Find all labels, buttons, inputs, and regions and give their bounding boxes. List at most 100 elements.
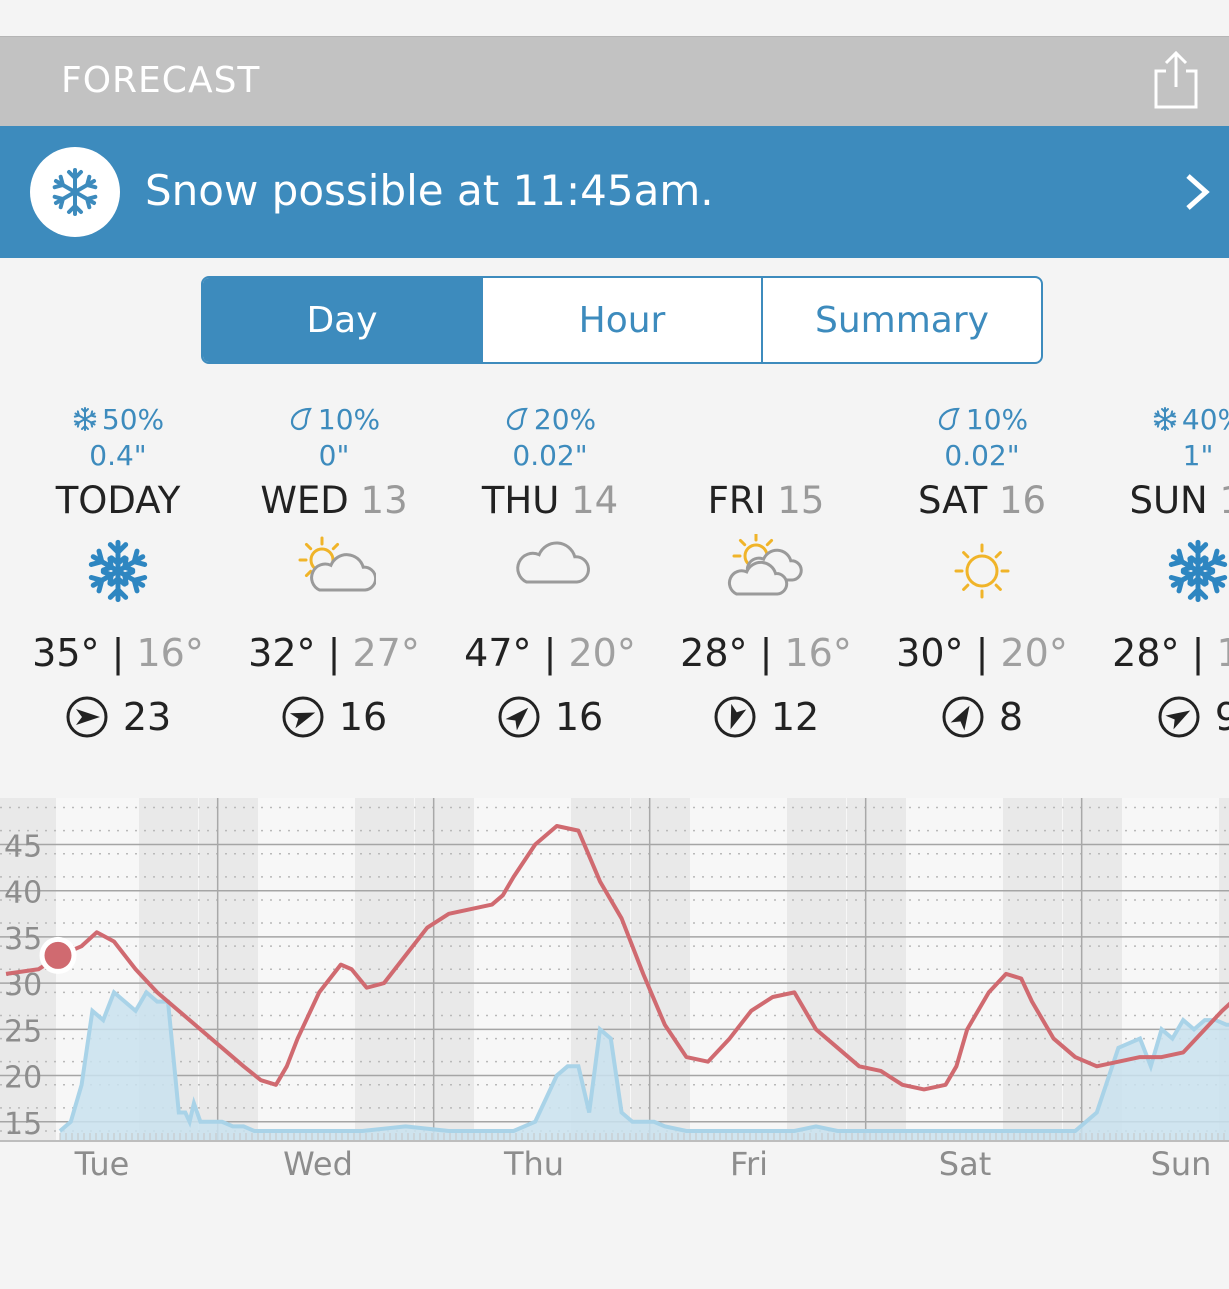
temperature-range: 32° | 27° [248,631,420,675]
tab-day[interactable]: Day [203,278,483,362]
alert-icon-circle [30,147,120,237]
precip-chance: 40% [1090,400,1229,438]
precip-amount [658,438,874,474]
wind-speed: 16 [338,695,388,739]
day-number: 16 [987,479,1047,522]
y-tick-label: 25 [4,1014,42,1049]
tab-hour[interactable]: Hour [483,278,763,362]
day-label: SAT [917,479,988,522]
day-number: 13 [348,479,408,522]
temp-high: 28° [1112,631,1180,675]
day-name: THU 14 [442,474,658,528]
temperature-range: 28° | 16° [680,631,852,675]
temp-high: 35° [32,631,100,675]
partly-cloudy-icon [292,534,376,608]
wind-direction-icon [1157,695,1201,739]
page-title: FORECAST [61,60,261,101]
y-tick-label: 45 [4,829,42,864]
precip-percent: 40% [1181,402,1229,436]
precip-chance [658,400,874,438]
day-column[interactable]: 40%1"SUN 1728° | 16°9 [1090,400,1229,742]
precip-amount: 1" [1182,439,1214,472]
wind-speed: 12 [770,695,820,739]
precip-percent: 50% [101,402,165,436]
temperature-line [5,824,1229,1092]
day-label: FRI [707,479,766,522]
wind: 8 [874,692,1090,742]
temp-low: 16° [1216,631,1229,675]
temp-high: 47° [464,631,532,675]
wind-direction-icon [65,695,109,739]
precip-percent: 20% [533,402,597,436]
precip-line [58,989,1229,1133]
temp-low: 27° [352,631,420,675]
x-day-label: Sun [1151,1145,1212,1183]
temp-low: 16° [784,631,852,675]
wind: 12 [658,692,874,742]
wind-direction-icon [281,695,325,739]
alert-banner[interactable]: Snow possible at 11:45am. [0,126,1229,258]
precip-amount: 0" [318,439,350,472]
day-number: 17 [1208,479,1229,522]
sunny-icon [940,534,1024,608]
temp-low: 20° [1000,631,1068,675]
snow-icon [1156,534,1229,608]
day-column[interactable]: 50% 0.4" TODAY 35° | 16° 23 [10,400,226,742]
snow-icon [76,534,160,608]
temp-low: 20° [568,631,636,675]
wind-direction-icon [941,695,985,739]
day-name: SAT 16 [874,474,1090,528]
snowflake-icon [72,406,98,432]
night-band [1003,798,1062,1141]
day-column[interactable]: 10% 0" WED 13 32° | 27° 16 [226,400,442,742]
mostly-cloudy-icon [724,534,808,608]
precip-percent: 10% [317,402,381,436]
night-band [787,798,846,1141]
day-number: 15 [765,479,825,522]
cloudy-icon [508,534,592,608]
day-name: WED 13 [226,474,442,528]
precip-amount: 0.02" [944,439,1020,472]
raindrop-icon [936,406,962,432]
header-bar: FORECAST [0,36,1229,127]
alert-text: Snow possible at 11:45am. [145,166,714,215]
snowflake-icon [52,168,98,216]
wind: 23 [10,692,226,742]
temp-low: 16° [136,631,204,675]
x-day-label: Wed [283,1145,353,1183]
wind-speed: 16 [554,695,604,739]
wind-direction-icon [713,695,757,739]
wind: 9 [1090,692,1229,742]
wind-direction-icon [497,695,541,739]
temperature-range: 28° | 16° [1090,628,1229,678]
chevron-right-icon[interactable] [1182,172,1212,212]
day-name: SUN 17 [1090,474,1229,528]
x-day-label: Tue [74,1145,130,1183]
day-column[interactable]: FRI 15 28° | 16° 12 [658,400,874,742]
precip-chance: 10% [226,400,442,438]
temp-high: 30° [896,631,964,675]
raindrop-icon [288,406,314,432]
wind-speed: 9 [1214,695,1229,739]
day-label: WED [260,479,349,522]
y-tick-label: 40 [4,876,42,911]
precip-amount: 0.4" [89,439,147,472]
y-tick-label: 20 [4,1061,42,1096]
day-column[interactable]: 10% 0.02" SAT 16 30° | 20° 8 [874,400,1090,742]
precip-percent: 10% [965,402,1029,436]
temp-high: 28° [680,631,748,675]
precip-amount: 0.02" [512,439,588,472]
day-label: TODAY [55,479,181,522]
precip-chance: 50% [10,400,226,438]
day-name: TODAY [10,474,226,528]
current-time-marker [39,936,77,974]
temp-high: 32° [248,631,316,675]
share-icon[interactable] [1150,49,1202,113]
raindrop-icon [504,406,530,432]
day-label: SUN [1129,479,1208,522]
y-tick-label: 15 [4,1107,42,1142]
x-day-label: Sat [939,1145,991,1183]
temperature-range: 35° | 16° [32,631,204,675]
day-column[interactable]: 20% 0.02" THU 14 47° | 20° 16 [442,400,658,742]
tab-summary[interactable]: Summary [815,299,989,341]
